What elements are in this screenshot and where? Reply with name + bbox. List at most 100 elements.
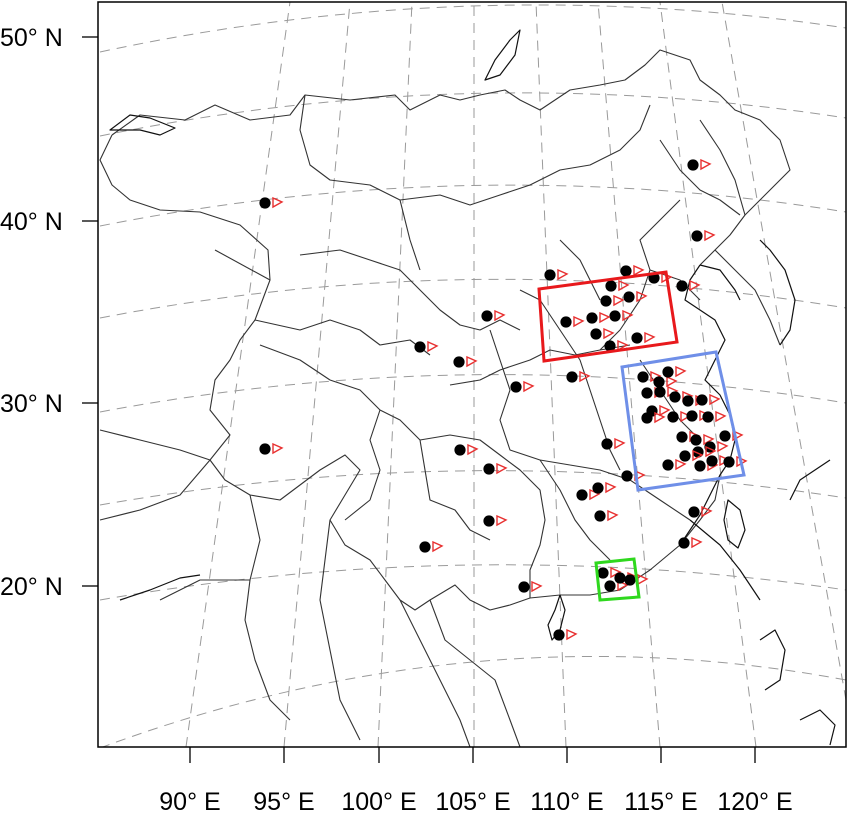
station-dot-marker xyxy=(518,581,530,593)
station-triangle-marker xyxy=(732,429,744,442)
station-triangle-marker xyxy=(675,365,687,378)
station-dot-marker xyxy=(604,340,616,352)
station-dot-marker xyxy=(667,411,679,423)
station-triangle-marker xyxy=(531,580,543,593)
station-dot-marker xyxy=(686,410,698,422)
station-dot-marker xyxy=(566,371,578,383)
north-region-box xyxy=(537,270,679,363)
station-triangle-marker xyxy=(272,442,284,455)
station-dot-marker xyxy=(454,444,466,456)
station-dot-marker xyxy=(609,310,621,322)
longitude-gridlines xyxy=(185,2,846,747)
station-triangle-marker xyxy=(659,404,671,417)
station-dot-marker xyxy=(483,515,495,527)
station-triangle-marker xyxy=(607,509,619,522)
station-triangle-marker xyxy=(633,264,645,277)
station-dot-marker xyxy=(614,572,626,584)
station-dot-marker xyxy=(623,291,635,303)
station-dot-marker xyxy=(624,574,636,586)
station-dot-marker xyxy=(510,381,522,393)
station-dot-marker xyxy=(669,391,681,403)
station-triangle-marker xyxy=(618,279,630,292)
station-dot-marker xyxy=(682,395,694,407)
station-triangle-marker xyxy=(272,196,284,209)
station-dot-marker xyxy=(637,371,649,383)
station-dot-marker xyxy=(590,328,602,340)
station-triangle-marker xyxy=(680,410,692,423)
lon-label-90: 90° E xyxy=(159,788,220,813)
station-triangle-marker xyxy=(675,458,687,471)
station-dot-marker xyxy=(696,394,708,406)
station-dot-marker xyxy=(654,386,666,398)
station-dot-marker xyxy=(576,489,588,501)
station-triangle-marker xyxy=(566,628,578,641)
station-triangle-marker xyxy=(610,566,622,579)
station-dot-marker xyxy=(553,629,565,641)
station-triangle-marker xyxy=(573,315,585,328)
map-frame xyxy=(97,1,847,748)
station-triangle-marker xyxy=(599,311,611,324)
station-triangle-marker xyxy=(467,443,479,456)
station-dot-marker xyxy=(453,356,465,368)
station-triangle-marker xyxy=(689,279,701,292)
lon-label-110: 110° E xyxy=(530,788,603,813)
station-triangle-marker xyxy=(496,462,508,475)
station-dot-marker xyxy=(259,197,271,209)
station-dot-marker xyxy=(676,280,688,292)
lon-label-100: 100° E xyxy=(341,788,416,813)
station-dot-marker xyxy=(597,567,609,579)
map-canvas xyxy=(99,2,846,747)
station-dot-marker xyxy=(653,376,665,388)
station-triangle-marker xyxy=(614,437,626,450)
station-triangle-marker xyxy=(692,449,704,462)
lon-label-115: 115° E xyxy=(624,788,697,813)
station-dot-marker xyxy=(676,431,688,443)
station-dot-marker xyxy=(662,459,674,471)
station-dot-marker xyxy=(678,537,690,549)
station-triangle-marker xyxy=(636,290,648,303)
station-triangle-marker xyxy=(622,309,634,322)
lat-label-50: 50° N xyxy=(0,24,63,52)
station-dot-marker xyxy=(687,159,699,171)
lat-label-30: 30° N xyxy=(0,390,63,418)
lat-label-20: 20° N xyxy=(0,573,63,601)
station-dot-marker xyxy=(631,332,643,344)
station-dot-marker xyxy=(592,482,604,494)
station-dot-marker xyxy=(702,411,714,423)
station-triangle-marker xyxy=(605,481,617,494)
station-triangle-marker xyxy=(466,355,478,368)
station-dot-marker xyxy=(690,434,702,446)
station-triangle-marker xyxy=(644,331,656,344)
station-triangle-marker xyxy=(523,380,535,393)
station-triangle-marker xyxy=(703,433,715,446)
station-dot-marker xyxy=(604,580,616,592)
station-dot-marker xyxy=(481,310,493,322)
station-markers xyxy=(259,158,748,641)
station-dot-marker xyxy=(544,269,556,281)
station-triangle-marker xyxy=(579,370,591,383)
station-dot-marker xyxy=(706,455,718,467)
station-dot-marker xyxy=(691,230,703,242)
station-triangle-marker xyxy=(617,339,629,352)
station-triangle-marker xyxy=(704,229,716,242)
station-dot-marker xyxy=(620,265,632,277)
station-dot-marker xyxy=(688,506,700,518)
station-triangle-marker xyxy=(717,440,729,453)
station-dot-marker xyxy=(560,316,572,328)
station-dot-marker xyxy=(621,470,633,482)
station-dot-marker xyxy=(601,438,613,450)
station-triangle-marker xyxy=(666,375,678,388)
administrative-borders xyxy=(99,49,791,747)
longitude-axis: 90° E 95° E 100° E 105° E 110° E 115° E … xyxy=(159,747,793,813)
lon-label-95: 95° E xyxy=(253,788,314,813)
station-triangle-marker xyxy=(427,340,439,353)
station-dot-marker xyxy=(259,443,271,455)
south-region-box xyxy=(594,557,641,602)
station-dot-marker xyxy=(414,341,426,353)
station-dot-marker xyxy=(662,366,674,378)
lat-label-40: 40° N xyxy=(0,208,63,236)
station-dot-marker xyxy=(679,450,691,462)
latitude-gridlines xyxy=(99,4,846,747)
station-dot-marker xyxy=(694,460,706,472)
